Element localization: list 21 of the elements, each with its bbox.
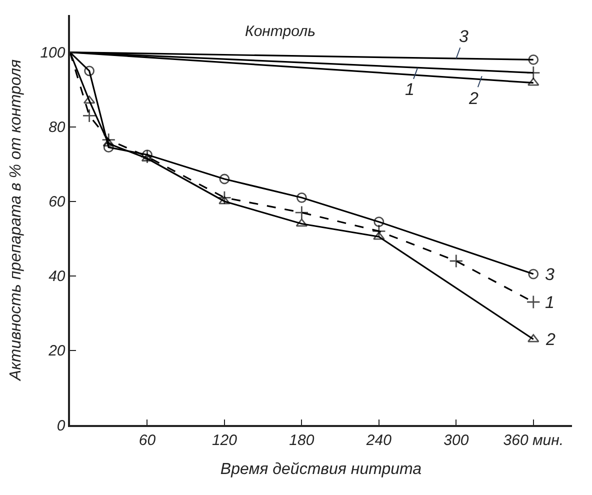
- y-tick-label: 60: [48, 194, 66, 211]
- y-axis-title: Активность препарата в % от контроля: [8, 59, 25, 382]
- y-tick-label: 80: [48, 119, 66, 136]
- x-tick-label: 60: [138, 432, 156, 449]
- series-label: 2: [545, 330, 556, 349]
- annotation: 1: [405, 80, 414, 99]
- x-axis-title: Время действия нитрита: [220, 460, 422, 478]
- x-tick-label: 180: [289, 432, 315, 449]
- x-tick-label: 120: [212, 432, 238, 449]
- annotation: 3: [459, 27, 469, 46]
- y-tick-label: 40: [48, 268, 66, 286]
- x-tick-label: 360 мин.: [503, 432, 564, 449]
- annotation: 2: [468, 89, 479, 108]
- y-tick-label: 0: [56, 417, 66, 434]
- y-tick-label: 20: [48, 342, 66, 360]
- y-tick-label: 100: [40, 44, 66, 62]
- x-tick-label: 240: [365, 432, 392, 449]
- series-label: 3: [545, 265, 555, 284]
- x-tick-label: 300: [444, 432, 470, 449]
- series-label: 1: [545, 293, 554, 312]
- annotation: Контроль: [245, 23, 316, 40]
